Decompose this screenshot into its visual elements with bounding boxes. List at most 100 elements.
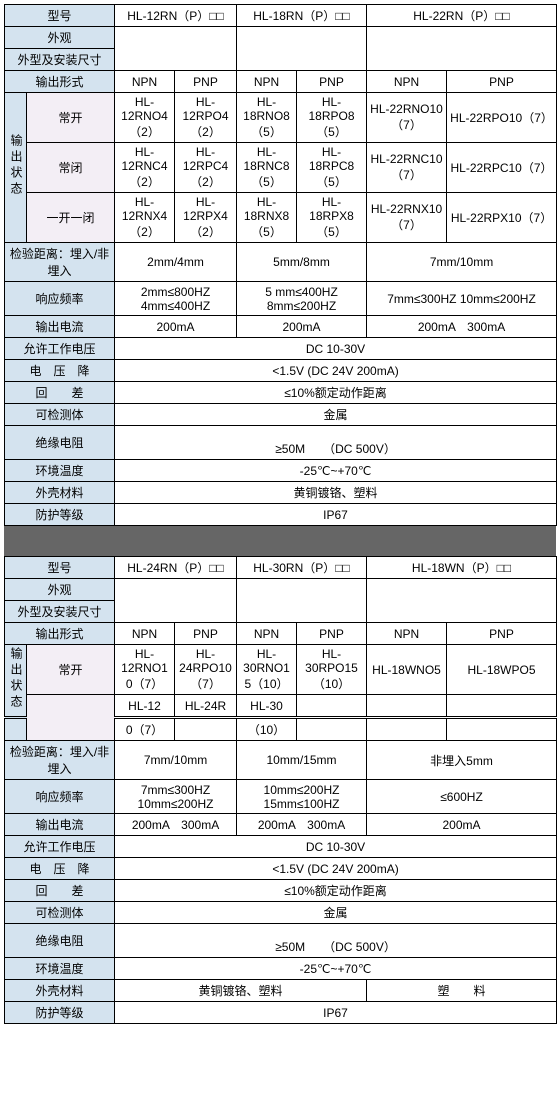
t1-no-3: HL-18RPO8（5）: [297, 93, 367, 143]
label-vdrop-2: 电 压 降: [5, 858, 115, 880]
label-appearance: 外观: [5, 27, 115, 49]
t2-ncb-2: （10）: [237, 718, 297, 741]
t2-ncb-0: 0（7）: [115, 718, 175, 741]
t2-no-0: HL-12RNO10（7）: [115, 645, 175, 695]
label-detect: 检验距离：埋入/非埋入: [5, 243, 115, 282]
pnp-5: PNP: [447, 623, 557, 645]
t2-nca-2: HL-30: [237, 695, 297, 718]
t1-xx-0: HL-12RNX4（2）: [115, 193, 175, 243]
appearance-img-0: [115, 27, 237, 71]
t2-cur-1: 200mA 300mA: [237, 814, 367, 836]
appearance-img-5: [367, 579, 557, 623]
npn-2: NPN: [367, 71, 447, 93]
appearance-img-2: [367, 27, 557, 71]
t1-xx-4: HL-22RNX10（7）: [367, 193, 447, 243]
label-model: 型号: [5, 5, 115, 27]
label-housing: 外壳材料: [5, 482, 115, 504]
t2-nca-1: HL-24R: [175, 695, 237, 718]
t1-freq-2: 7mm≤300HZ 10mm≤200HZ: [367, 282, 557, 316]
label-housing-2: 外壳材料: [5, 980, 115, 1002]
t2-ncb-4: [367, 718, 447, 741]
label-temp-2: 环境温度: [5, 958, 115, 980]
label-out-state-2: 输出状态: [5, 645, 27, 718]
label-current: 输出电流: [5, 316, 115, 338]
t1-freq-0: 2mm≤800HZ 4mm≤400HZ: [115, 282, 237, 316]
label-no-2: 常开: [27, 645, 115, 695]
t2-no-3: HL-30RPO15（10）: [297, 645, 367, 695]
t1-vdrop: <1.5V (DC 24V 200mA): [115, 360, 557, 382]
t2-housing-1: 塑 料: [367, 980, 557, 1002]
t2-hyst: ≤10%额定动作距离: [115, 880, 557, 902]
t1-hyst: ≤10%额定动作距离: [115, 382, 557, 404]
t2-no-4: HL-18WNO5: [367, 645, 447, 695]
label-detectable: 可检测体: [5, 404, 115, 426]
label-hyst-2: 回 差: [5, 880, 115, 902]
t2-model-2: HL-18WN（P）□□: [367, 557, 557, 579]
label-voltage: 允许工作电压: [5, 338, 115, 360]
label-no: 常开: [27, 93, 115, 143]
npn-5: NPN: [367, 623, 447, 645]
t1-nc-3: HL-18RPC8（5）: [297, 143, 367, 193]
npn-3: NPN: [115, 623, 175, 645]
t2-freq-2: ≤600HZ: [367, 780, 557, 814]
label-dims-2: 外型及安装尺寸: [5, 601, 115, 623]
t1-no-0: HL-12RNO4（2）: [115, 93, 175, 143]
spec-table-2: 型号 HL-24RN（P）□□ HL-30RN（P）□□ HL-18WN（P）□…: [4, 556, 557, 1024]
t2-model-1: HL-30RN（P）□□: [237, 557, 367, 579]
t1-cur-2: 200mA 300mA: [367, 316, 557, 338]
appearance-img-4: [237, 579, 367, 623]
label-hyst: 回 差: [5, 382, 115, 404]
pnp-1: PNP: [297, 71, 367, 93]
t2-vdrop: <1.5V (DC 24V 200mA): [115, 858, 557, 880]
t2-no-2: HL-30RNO15（10）: [237, 645, 297, 695]
pnp-0: PNP: [175, 71, 237, 93]
t2-detectable: 金属: [115, 902, 557, 924]
t2-no-1: HL-24RPO10（7）: [175, 645, 237, 695]
t1-model-0: HL-12RN（P）□□: [115, 5, 237, 27]
t1-nc-0: HL-12RNC4（2）: [115, 143, 175, 193]
pnp-4: PNP: [297, 623, 367, 645]
t1-model-2: HL-22RN（P）□□: [367, 5, 557, 27]
t2-housing-0: 黄铜镀铬、塑料: [115, 980, 367, 1002]
t1-xx-3: HL-18RPX8（5）: [297, 193, 367, 243]
t2-freq-0: 7mm≤300HZ 10mm≤200HZ: [115, 780, 237, 814]
t1-model-1: HL-18RN（P）□□: [237, 5, 367, 27]
t2-dist-0: 7mm/10mm: [115, 741, 237, 780]
label-nonc: 一开一闭: [27, 193, 115, 243]
t1-voltage: DC 10-30V: [115, 338, 557, 360]
t2-nca-3: [297, 695, 367, 718]
t2-no-5: HL-18WPO5: [447, 645, 557, 695]
t2-freq-1: 10mm≤200HZ 15mm≤100HZ: [237, 780, 367, 814]
t1-dist-0: 2mm/4mm: [115, 243, 237, 282]
t1-no-5: HL-22RPO10（7）: [447, 93, 557, 143]
blank-corner: [5, 718, 27, 741]
t2-insul: ≥50M （DC 500V）: [115, 924, 557, 958]
label-insul: 绝缘电阻: [5, 426, 115, 460]
spec-table-1: 型号 HL-12RN（P）□□ HL-18RN（P）□□ HL-22RN（P）□…: [4, 4, 557, 526]
t2-temp: -25℃~+70℃: [115, 958, 557, 980]
t1-nc-2: HL-18RNC8（5）: [237, 143, 297, 193]
label-detectable-2: 可检测体: [5, 902, 115, 924]
t2-ncb-5: [447, 718, 557, 741]
t1-nc-5: HL-22RPC10（7）: [447, 143, 557, 193]
t2-model-0: HL-24RN（P）□□: [115, 557, 237, 579]
t2-protection: IP67: [115, 1002, 557, 1024]
t2-cur-0: 200mA 300mA: [115, 814, 237, 836]
t2-nca-0: HL-12: [115, 695, 175, 718]
t2-nca-4: [367, 695, 447, 718]
t2-cur-2: 200mA: [367, 814, 557, 836]
pnp-2: PNP: [447, 71, 557, 93]
npn-1: NPN: [237, 71, 297, 93]
label-voltage-2: 允许工作电压: [5, 836, 115, 858]
t2-nca-5: [447, 695, 557, 718]
label-temp: 环境温度: [5, 460, 115, 482]
t1-temp: -25℃~+70℃: [115, 460, 557, 482]
t1-freq-1: 5 mm≤400HZ 8mm≤200HZ: [237, 282, 367, 316]
label-detect-2: 检验距离：埋入/非埋入: [5, 741, 115, 780]
npn-0: NPN: [115, 71, 175, 93]
label-vdrop: 电 压 降: [5, 360, 115, 382]
label-current-2: 输出电流: [5, 814, 115, 836]
t1-dist-2: 7mm/10mm: [367, 243, 557, 282]
label-nc-partial: [27, 695, 115, 741]
label-freq-2: 响应频率: [5, 780, 115, 814]
